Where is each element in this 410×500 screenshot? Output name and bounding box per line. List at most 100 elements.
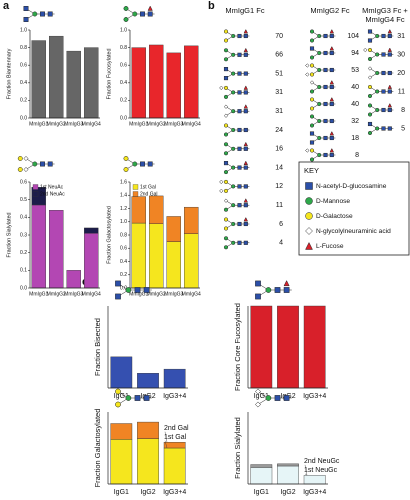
glycan-glcnac <box>237 71 242 76</box>
key-title: KEY <box>304 166 319 175</box>
bar-segment <box>66 270 81 289</box>
x-tick-label: IgG1 <box>114 393 129 400</box>
column-header: MmIgG2 Fc <box>310 6 349 15</box>
glycan-mannose <box>317 135 322 141</box>
glycan-glcnac <box>381 89 386 94</box>
glycan-glcnac <box>255 280 261 287</box>
glycan-glcnac <box>387 70 392 76</box>
glycan-mannose <box>317 50 322 56</box>
glycan-fucose <box>329 45 335 51</box>
glycan-count: 31 <box>275 108 283 115</box>
bar-segment <box>277 465 299 485</box>
x-tick-label: MmIgG2 <box>47 121 66 127</box>
key-label: D-Mannose <box>316 198 350 205</box>
glycan-glcnac <box>329 84 334 90</box>
panel-label: b <box>208 0 215 12</box>
glycan-mannose <box>367 103 373 108</box>
glycan-fucose <box>329 130 335 136</box>
x-tick-label: MmIgG1 <box>129 121 148 127</box>
bar <box>137 373 159 389</box>
y-tick-label: 0.2 <box>20 250 27 256</box>
glycan-glcnac <box>274 395 281 401</box>
bar <box>250 305 273 389</box>
glycan-mannose <box>223 151 229 156</box>
annotation-leader <box>164 431 168 443</box>
glycan-fucose <box>243 85 249 90</box>
glycan-count: 5 <box>401 125 405 132</box>
glycan-glcnac <box>223 76 229 81</box>
glycan-galactose <box>309 106 315 111</box>
annotation: 2nd Gal <box>164 425 189 432</box>
x-tick-label: IgG3+4 <box>303 489 326 496</box>
bar <box>163 368 186 389</box>
glycan-count: 12 <box>275 183 283 190</box>
glycan-fucose <box>387 28 393 34</box>
glycan-count: 20 <box>397 70 405 77</box>
y-axis-label: Fraction Fucosylated <box>106 48 112 99</box>
annotation: 2nd NeuGc <box>304 458 340 465</box>
glycan-glcnac <box>323 152 328 158</box>
glycan-mannose <box>309 89 315 94</box>
glycan-glcnac <box>143 395 150 401</box>
key-label: N-glycolylneuraminic acid <box>316 228 391 235</box>
glycan-neugc <box>219 188 224 194</box>
glycan-galactose <box>17 167 23 172</box>
x-tick-label: MmIgG3 <box>64 121 83 127</box>
glycan-mannose <box>309 123 315 128</box>
glycan-galactose <box>123 156 129 161</box>
y-tick-label: 0.3 <box>20 232 27 238</box>
glycan-glcnac <box>237 146 242 151</box>
annotation: 1st NeuGc <box>304 467 338 474</box>
y-axis-label: Fraction Sialylated <box>6 212 12 257</box>
glycan-glcnac <box>23 6 29 11</box>
bar-segment <box>184 206 199 234</box>
y-axis-label: Fraction Sialylated <box>233 417 242 479</box>
y-tick-label: 0.0 <box>20 285 27 291</box>
bar-segment <box>250 467 273 485</box>
glycan-count: 32 <box>351 118 359 125</box>
x-tick-label: IgG1 <box>254 393 269 400</box>
glycan-mannose <box>265 287 272 293</box>
glycan-neugc <box>223 198 229 203</box>
glycan-mannose <box>367 93 373 99</box>
column-header: MmIgG1 Fc <box>225 6 264 15</box>
legend-swatch <box>32 191 39 197</box>
bar <box>84 47 99 119</box>
bar <box>31 40 46 119</box>
glycan-count: 4 <box>279 240 283 247</box>
glycan-glcnac <box>387 52 392 57</box>
y-tick-label: 0.6 <box>20 63 27 69</box>
glycan-mannose <box>309 29 315 34</box>
glycan-glcnac <box>243 33 248 39</box>
glycan-mannose <box>223 245 229 250</box>
glycan-glcnac <box>243 203 248 208</box>
glycan-glcnac <box>223 67 229 72</box>
y-tick-label: 0.8 <box>20 45 27 51</box>
glycan-neugc <box>305 72 310 77</box>
legend-label: 1st NeuAc <box>40 184 64 190</box>
y-axis-label: Fraction Galactosylated <box>106 206 112 264</box>
glycan-mannose <box>367 112 373 117</box>
bar-segment <box>131 196 146 224</box>
glycan-galactose <box>305 212 313 220</box>
glycan-glcnac <box>243 52 248 57</box>
x-tick-label: MmIgG2 <box>47 291 66 297</box>
y-tick-label: 0.0 <box>120 285 127 291</box>
glycan-count: 8 <box>401 107 405 114</box>
glycan-fucose <box>283 280 290 287</box>
glycan-mannose <box>317 152 322 158</box>
glycan-neugc <box>219 179 224 185</box>
x-tick-label: IgG3+4 <box>163 489 186 496</box>
glycan-glcnac <box>381 70 386 76</box>
glycan-glcnac <box>243 221 248 227</box>
bar-segment <box>166 241 181 289</box>
panel-label: a <box>3 0 10 12</box>
bar-segment <box>84 227 99 234</box>
glycan-glcnac <box>381 33 386 39</box>
glycan-count: 31 <box>275 89 283 96</box>
bar-segment <box>184 233 199 289</box>
glycan-glcnac <box>274 287 281 293</box>
glycan-glcnac <box>329 135 334 141</box>
legend-swatch <box>132 191 139 197</box>
glycan-galactose <box>309 72 315 77</box>
